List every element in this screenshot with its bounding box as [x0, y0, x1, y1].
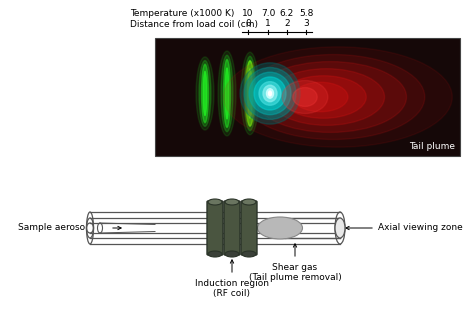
Ellipse shape — [199, 61, 211, 126]
Ellipse shape — [244, 67, 296, 119]
Ellipse shape — [196, 57, 214, 130]
Ellipse shape — [242, 55, 425, 139]
Text: Tail plume: Tail plume — [409, 142, 455, 151]
Ellipse shape — [269, 69, 384, 125]
Text: Temperature (x1000 K): Temperature (x1000 K) — [130, 9, 234, 17]
Ellipse shape — [247, 70, 253, 117]
FancyBboxPatch shape — [207, 201, 223, 255]
Ellipse shape — [259, 82, 281, 105]
Ellipse shape — [248, 69, 252, 118]
Text: Sample aerosol: Sample aerosol — [18, 223, 88, 233]
Ellipse shape — [224, 60, 230, 127]
Ellipse shape — [225, 68, 229, 119]
Ellipse shape — [254, 77, 286, 110]
Ellipse shape — [221, 55, 233, 132]
Ellipse shape — [282, 81, 328, 114]
Text: Axial viewing zone: Axial viewing zone — [378, 223, 463, 233]
Ellipse shape — [224, 47, 452, 147]
FancyBboxPatch shape — [224, 201, 240, 255]
FancyBboxPatch shape — [241, 201, 257, 255]
Ellipse shape — [254, 62, 407, 132]
Ellipse shape — [240, 63, 300, 124]
Text: 0: 0 — [245, 19, 251, 29]
Text: 1: 1 — [265, 19, 271, 29]
Ellipse shape — [225, 199, 239, 205]
Text: 2: 2 — [284, 19, 290, 29]
Ellipse shape — [245, 61, 255, 126]
Ellipse shape — [203, 71, 207, 115]
Text: 5.8: 5.8 — [299, 9, 313, 17]
Text: 10: 10 — [242, 9, 254, 17]
Ellipse shape — [257, 217, 302, 239]
Text: 7.0: 7.0 — [261, 9, 275, 17]
Ellipse shape — [208, 199, 222, 205]
Ellipse shape — [244, 56, 256, 131]
Ellipse shape — [249, 72, 291, 115]
Ellipse shape — [293, 88, 317, 107]
Text: 6.2: 6.2 — [280, 9, 294, 17]
Ellipse shape — [225, 251, 239, 257]
Ellipse shape — [201, 64, 209, 123]
Ellipse shape — [281, 76, 366, 118]
Ellipse shape — [208, 251, 222, 257]
Text: Distance from load coil (cm): Distance from load coil (cm) — [130, 19, 258, 29]
Ellipse shape — [242, 199, 256, 205]
Ellipse shape — [335, 218, 345, 238]
Text: Shear gas
(Tail plume removal): Shear gas (Tail plume removal) — [249, 263, 341, 282]
Text: 3: 3 — [303, 19, 309, 29]
Ellipse shape — [246, 61, 254, 126]
Ellipse shape — [242, 251, 256, 257]
Ellipse shape — [263, 85, 277, 102]
Bar — [155, 38, 460, 156]
Ellipse shape — [268, 91, 272, 96]
Text: Induction region
(RF coil): Induction region (RF coil) — [195, 279, 269, 298]
Ellipse shape — [266, 89, 273, 98]
Ellipse shape — [241, 52, 259, 135]
Ellipse shape — [218, 51, 236, 136]
Ellipse shape — [293, 82, 348, 112]
